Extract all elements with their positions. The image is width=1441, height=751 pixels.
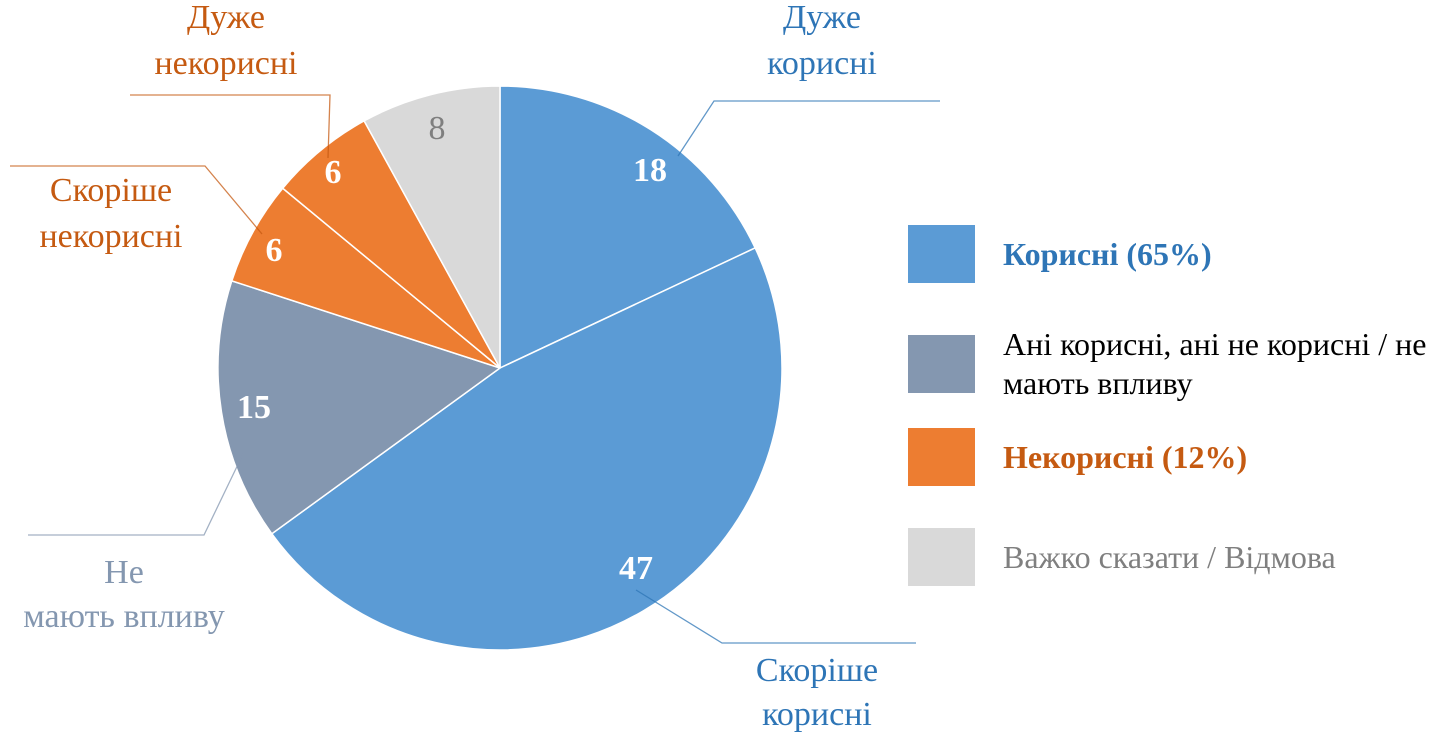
slice-category-label: Не [104, 554, 144, 591]
slice-category-label: некорисні [154, 45, 297, 82]
pie-slice [363, 85, 501, 369]
legend-swatch-hard-to-say [908, 528, 975, 586]
slice-category-label: корисні [762, 696, 872, 733]
slice-value-label: 6 [266, 232, 283, 269]
slice-value-label: 8 [429, 110, 446, 147]
pie-slice [499, 85, 757, 370]
slice-value-label: 15 [237, 389, 271, 426]
slice-value-label: 47 [619, 550, 653, 587]
pie-slice [217, 279, 502, 535]
slice-category-label: Дуже [187, 0, 265, 36]
legend-label-useful: Корисні (65%) [1003, 235, 1212, 272]
legend-swatch-useful [908, 225, 975, 283]
legend-label-useless: Некорисні (12%) [1003, 438, 1248, 475]
slice-category-label: Дуже [783, 0, 861, 36]
slice-category-label: корисні [767, 45, 877, 82]
legend-item-hard-to-say: Важко сказати / Відмова [908, 528, 1336, 586]
leader-line [130, 94, 331, 159]
slice-category-label: Скоріше [756, 652, 878, 689]
legend-label-neutral: Ані корисні, ані не корисні / не мають в… [1003, 326, 1427, 401]
pie-slice [270, 246, 783, 651]
leader-line [635, 589, 916, 644]
legend-item-neutral: Ані корисні, ані не корисні / не мають в… [908, 325, 1433, 403]
slice-value-label: 6 [325, 154, 342, 191]
leader-line [10, 165, 263, 235]
legend-item-useless: Некорисні (12%) [908, 428, 1247, 486]
legend-swatch-neutral [908, 335, 975, 393]
leader-line [677, 100, 940, 157]
legend: Корисні (65%) Ані корисні, ані не корисн… [908, 0, 1441, 751]
legend-item-useful: Корисні (65%) [908, 225, 1212, 283]
slice-category-label: мають впливу [23, 598, 225, 635]
slice-category-label: некорисні [39, 218, 182, 255]
leader-line [28, 453, 244, 536]
legend-label-hard-to-say: Важко сказати / Відмова [1003, 538, 1336, 575]
legend-swatch-useless [908, 428, 975, 486]
slice-value-label: 18 [633, 152, 667, 189]
slice-category-label: Скоріше [50, 172, 172, 209]
